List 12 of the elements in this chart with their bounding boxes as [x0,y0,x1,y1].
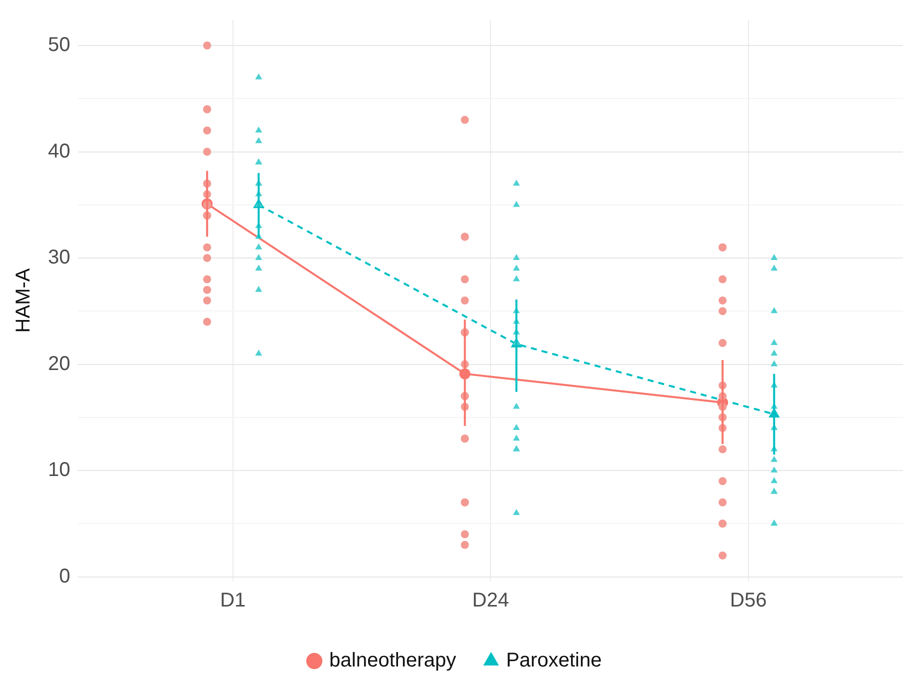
y-tick-label: 50 [48,34,70,56]
legend-label: balneotherapy [329,650,456,672]
x-tick-label: D56 [730,590,767,612]
x-tick-label: D1 [220,590,246,612]
legend-label: Paroxetine [506,650,602,672]
y-axis-title: HAM-A [12,268,35,333]
y-tick-label: 30 [48,246,70,269]
y-tick-label: 10 [48,459,70,482]
y-tick-label: 40 [48,140,70,162]
x-tick-label: D24 [472,590,509,612]
y-tick-label: 20 [48,352,70,375]
y-tick-label: 0 [59,565,70,588]
